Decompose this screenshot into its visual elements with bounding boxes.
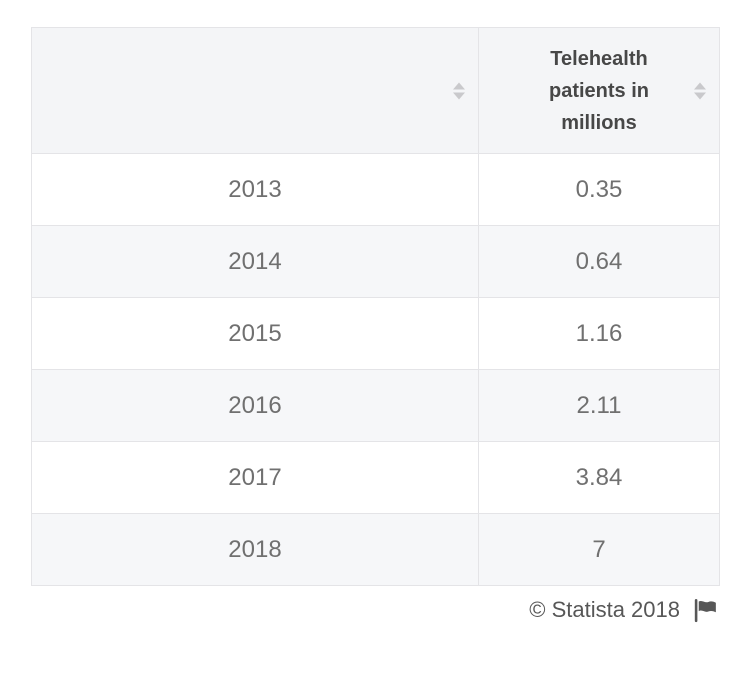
year-cell: 2018	[31, 513, 479, 586]
value-cell: 0.64	[478, 225, 720, 298]
year-cell: 2014	[31, 225, 479, 298]
sort-down-icon	[694, 92, 706, 99]
year-cell: 2013	[31, 153, 479, 226]
value-cell: 1.16	[478, 297, 720, 370]
copyright: © Statista 2018	[529, 597, 719, 623]
sort-up-icon	[453, 82, 465, 89]
year-cell: 2016	[31, 369, 479, 442]
sort-down-icon	[453, 92, 465, 99]
sort-icon[interactable]	[694, 82, 706, 99]
copyright-text: © Statista 2018	[529, 597, 680, 622]
table-row: 2016 2.11	[31, 369, 720, 442]
table-row: 2013 0.35	[31, 153, 720, 226]
table-row: 2015 1.16	[31, 297, 720, 370]
column-header-category[interactable]	[31, 27, 479, 154]
table-row: 2014 0.64	[31, 225, 720, 298]
table-row: 2017 3.84	[31, 441, 720, 514]
value-cell: 0.35	[478, 153, 720, 226]
column-header-value-label: Telehealth patients in millions	[548, 47, 649, 134]
year-cell: 2017	[31, 441, 479, 514]
value-cell: 7	[478, 513, 720, 586]
header-row: Telehealth patients in millions	[31, 27, 720, 154]
sort-up-icon	[694, 82, 706, 89]
column-header-value[interactable]: Telehealth patients in millions	[478, 27, 720, 154]
year-cell: 2015	[31, 297, 479, 370]
value-cell: 2.11	[478, 369, 720, 442]
flag-icon	[694, 598, 716, 622]
statistic-table: Telehealth patients in millions 2013 0.3…	[31, 27, 720, 586]
value-cell: 3.84	[478, 441, 720, 514]
table-row: 2018 7	[31, 513, 720, 586]
sort-icon[interactable]	[453, 82, 465, 99]
